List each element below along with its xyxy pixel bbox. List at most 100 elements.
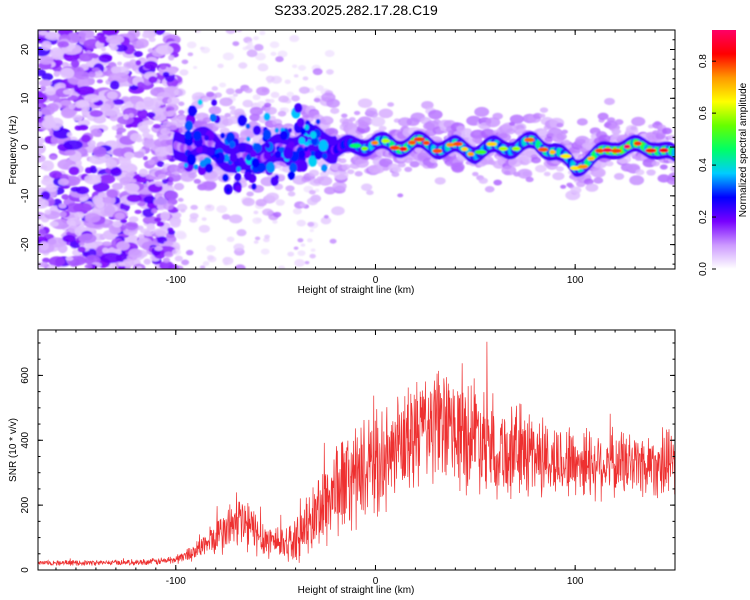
halo-blob — [178, 110, 185, 115]
ridge-hotspot — [371, 140, 379, 146]
noise-blob — [315, 85, 324, 91]
noise-blob — [116, 127, 127, 133]
halo-blob — [659, 164, 668, 170]
noise-blob — [175, 265, 184, 269]
noise-blob — [206, 255, 215, 261]
noise-blob — [108, 72, 130, 83]
noise-blob — [287, 251, 295, 257]
noise-blob — [142, 96, 154, 108]
halo-blob — [604, 97, 615, 106]
noise-blob — [222, 256, 234, 265]
noise-blob — [128, 235, 138, 241]
noise-blob — [160, 211, 170, 221]
halo-blob — [560, 184, 567, 189]
noise-blob — [222, 52, 235, 61]
ridge-spread — [236, 166, 241, 173]
spectrogram-x-axis-label: Height of straight line (km) — [298, 285, 415, 296]
ridge-hotspot — [360, 146, 369, 151]
halo-blob — [614, 119, 624, 125]
noise-blob — [168, 54, 175, 61]
ridge-spread — [206, 167, 211, 173]
ridge-hotspot — [633, 141, 642, 146]
noise-blob — [174, 255, 183, 262]
noise-blob — [242, 99, 254, 108]
noise-blob — [92, 195, 104, 206]
halo-blob — [273, 211, 282, 218]
noise-blob — [142, 208, 155, 218]
halo-blob — [539, 113, 546, 118]
ridge-spread — [257, 162, 266, 173]
noise-blob — [66, 32, 81, 44]
halo-blob — [522, 171, 531, 177]
noise-blob — [101, 47, 106, 52]
halo-blob — [308, 169, 320, 177]
noise-blob — [109, 114, 119, 122]
noise-blob — [253, 36, 259, 41]
ridge-hotspot — [422, 140, 430, 146]
halo-blob — [307, 221, 315, 227]
noise-blob — [179, 69, 189, 76]
ridge-hotspot — [407, 140, 417, 145]
y-tick-label: 200 — [20, 496, 31, 513]
noise-blob — [298, 64, 306, 71]
noise-blob — [110, 167, 122, 177]
noise-blob — [143, 230, 154, 237]
noise-blob — [198, 224, 210, 233]
halo-blob — [556, 132, 567, 141]
ridge-spread — [251, 157, 260, 168]
noise-blob — [59, 211, 67, 218]
noise-blob — [156, 221, 165, 227]
noise-blob — [72, 114, 84, 122]
halo-blob — [485, 117, 501, 128]
noise-blob — [164, 190, 179, 201]
halo-blob — [607, 117, 616, 123]
noise-blob — [124, 221, 139, 231]
noise-blob — [84, 264, 93, 269]
noise-blob — [324, 49, 335, 57]
noise-blob — [70, 186, 81, 192]
y-tick-label: 0 — [20, 144, 31, 150]
noise-blob — [152, 124, 161, 129]
ridge-spread — [303, 146, 309, 152]
noise-blob — [255, 52, 266, 61]
halo-blob — [531, 156, 542, 164]
ridge-spread — [249, 149, 257, 158]
noise-blob — [91, 67, 100, 72]
ridge-spread — [263, 112, 271, 121]
noise-blob — [92, 182, 110, 192]
noise-blob — [232, 93, 239, 97]
ridge-hotspot — [467, 151, 475, 157]
noise-blob — [173, 182, 185, 191]
ridge-hotspot — [560, 153, 572, 159]
noise-blob — [78, 30, 95, 39]
ridge-hotspot — [602, 147, 613, 153]
colorbar-tick-label: 0.2 — [698, 210, 709, 224]
ridge-hotspot — [537, 147, 549, 152]
halo-blob — [353, 110, 361, 116]
ridge-spread — [279, 130, 288, 141]
halo-blob — [338, 158, 347, 164]
noise-blob — [275, 56, 284, 63]
noise-blob — [144, 120, 154, 126]
noise-blob — [123, 183, 140, 193]
noise-blob — [265, 75, 275, 83]
noise-blob — [103, 196, 113, 204]
ridge-spread — [211, 99, 217, 107]
noise-blob — [125, 123, 133, 128]
halo-blob — [242, 197, 255, 207]
ridge-spread — [298, 160, 308, 172]
halo-blob — [349, 117, 356, 122]
noise-blob — [87, 139, 96, 147]
halo-blob — [268, 115, 276, 121]
noise-blob — [293, 246, 299, 250]
halo-blob — [193, 178, 201, 184]
noise-blob — [253, 44, 264, 51]
noise-blob — [83, 93, 100, 103]
noise-blob — [225, 30, 236, 34]
halo-blob — [166, 181, 174, 186]
halo-blob — [341, 163, 351, 171]
halo-blob — [341, 113, 348, 118]
ridge-hotspot — [511, 146, 521, 151]
noise-blob — [76, 99, 90, 108]
